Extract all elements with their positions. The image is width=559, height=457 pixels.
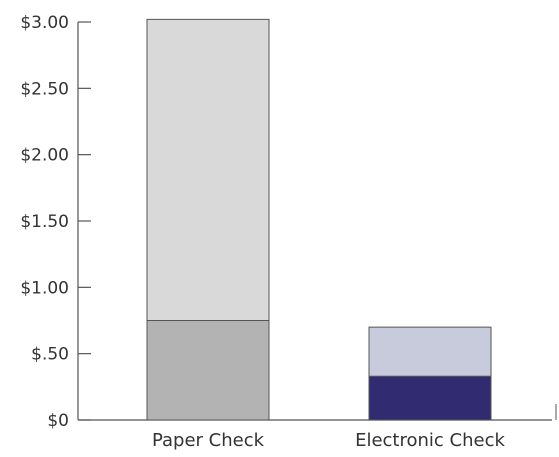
bar-segment-0-0 <box>146 320 270 421</box>
y-tick-label: $.50 <box>31 345 69 365</box>
bar-segment-1-0 <box>368 375 492 421</box>
y-tick-label: $0 <box>47 411 69 431</box>
y-tick-label: $3.00 <box>20 13 69 33</box>
y-tick-label: $2.00 <box>20 146 69 166</box>
x-tick-label: Paper Check <box>152 430 265 451</box>
x-tick-label: Electronic Check <box>355 430 505 451</box>
bar-segment-1-1 <box>368 326 492 377</box>
y-tick-label: $1.00 <box>20 278 69 298</box>
y-tick-label: $1.50 <box>20 212 69 232</box>
bar-segment-0-1 <box>146 18 270 321</box>
y-tick-label: $2.50 <box>20 79 69 99</box>
